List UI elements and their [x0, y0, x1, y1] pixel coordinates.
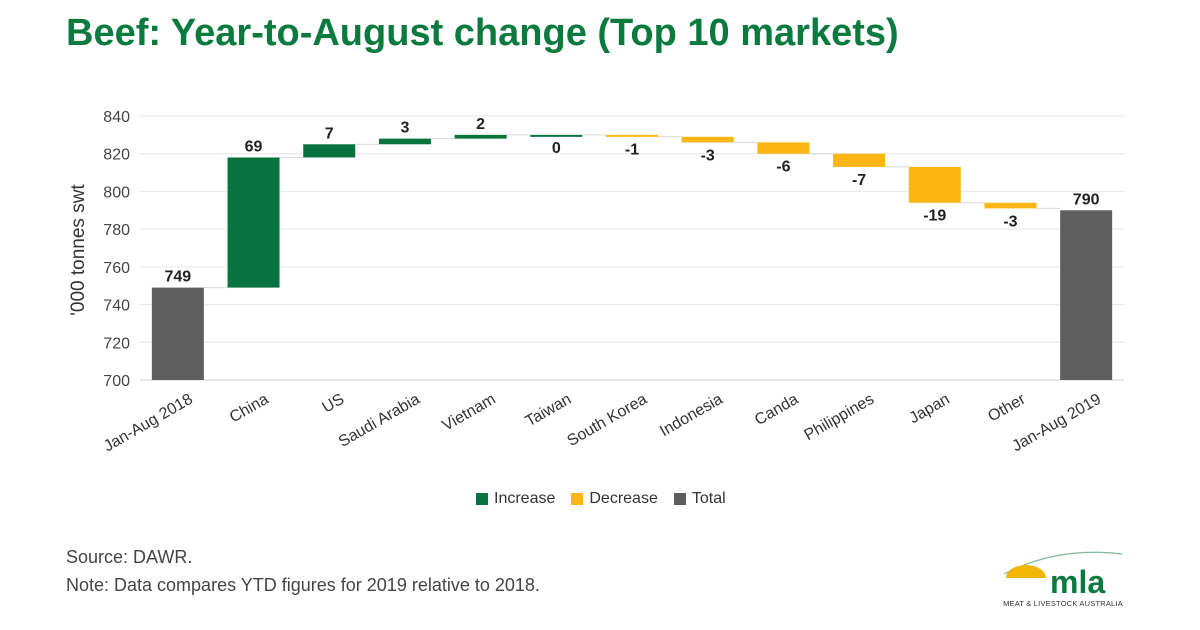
x-tick-label: Saudi Arabia: [336, 391, 423, 451]
legend: Increase Decrease Total: [476, 490, 726, 508]
y-tick-label: 780: [103, 222, 130, 239]
value-label: 69: [245, 138, 263, 155]
bar-other: [984, 202, 1037, 209]
legend-label-decrease: Decrease: [589, 490, 658, 507]
value-label: -3: [1003, 213, 1017, 230]
bar-vietnam: [454, 134, 507, 139]
x-tick-label: China: [227, 391, 272, 427]
value-label: -1: [625, 142, 639, 159]
connector-lines: [203, 134, 1061, 289]
bar-taiwan: [530, 134, 583, 137]
legend-label-increase: Increase: [494, 490, 556, 507]
legend-swatch-decrease: [571, 493, 584, 505]
bar-canda: [757, 142, 810, 154]
value-labels: 749 69 7 3 2 0 -1 -3 -6 -7 -19 -3 790: [164, 116, 1099, 286]
footer: Source: DAWR. Note: Data compares YTD fi…: [66, 543, 540, 599]
y-tick-label: 820: [103, 147, 130, 164]
x-tick-label: Taiwan: [523, 391, 575, 431]
x-tick-label: Jan-Aug 2018: [101, 391, 196, 456]
data-note: Note: Data compares YTD figures for 2019…: [66, 575, 540, 595]
x-tick-label: South Korea: [564, 391, 650, 450]
x-tick-label: Indonesia: [657, 391, 726, 440]
bar-indonesia: [681, 136, 734, 143]
legend-item-decrease: Decrease: [571, 490, 658, 508]
legend-label-total: Total: [691, 490, 726, 507]
value-label: 749: [164, 269, 191, 286]
legend-item-increase: Increase: [476, 490, 555, 508]
source-note: Source: DAWR.: [66, 547, 193, 567]
bar-jan-aug-2018: [151, 287, 204, 380]
x-tick-label: Vietnam: [440, 391, 499, 435]
y-tick-label: 740: [103, 298, 130, 315]
y-tick-label: 720: [103, 335, 130, 352]
value-label: -7: [852, 172, 866, 189]
bars: [151, 134, 1113, 380]
logo-text: mla: [1050, 564, 1105, 600]
value-label: -6: [776, 159, 790, 176]
value-label: 3: [400, 120, 409, 137]
y-tick-label: 800: [103, 184, 130, 201]
x-tick-label: Canda: [752, 391, 801, 429]
bar-philippines: [833, 153, 886, 167]
bar-us: [303, 144, 356, 158]
bar-south-korea: [606, 134, 658, 137]
bar-jan-aug-2019: [1060, 210, 1113, 380]
legend-item-total: Total: [673, 490, 726, 508]
mla-logo: mla: [1003, 551, 1123, 600]
bar-japan: [908, 166, 961, 203]
x-tick-label: Other: [985, 390, 1029, 425]
value-label: -3: [701, 147, 715, 164]
bar-saudi-arabia: [378, 138, 431, 145]
x-tick-label: Philippines: [802, 391, 878, 444]
value-label: 2: [476, 116, 485, 133]
legend-swatch-total: [673, 493, 686, 505]
y-axis-title: '000 tonnes swt: [68, 184, 89, 316]
y-tick-label: 840: [103, 109, 130, 126]
value-label: 0: [552, 140, 561, 157]
value-label: -19: [923, 208, 946, 225]
x-tick-label: US: [319, 391, 347, 417]
logo-sun-icon: [1006, 565, 1046, 578]
bar-china: [227, 157, 280, 288]
x-tick-label: Japan: [907, 391, 953, 428]
y-tick-label: 760: [103, 260, 130, 277]
chart-title: Beef: Year-to-August change (Top 10 mark…: [66, 12, 899, 54]
legend-swatch-increase: [476, 493, 488, 505]
logo-tagline: MEAT & LIVESTOCK AUSTRALIA: [1003, 599, 1123, 608]
value-label: 790: [1073, 191, 1100, 208]
value-label: 7: [325, 125, 334, 142]
y-tick-label: 700: [103, 373, 130, 390]
